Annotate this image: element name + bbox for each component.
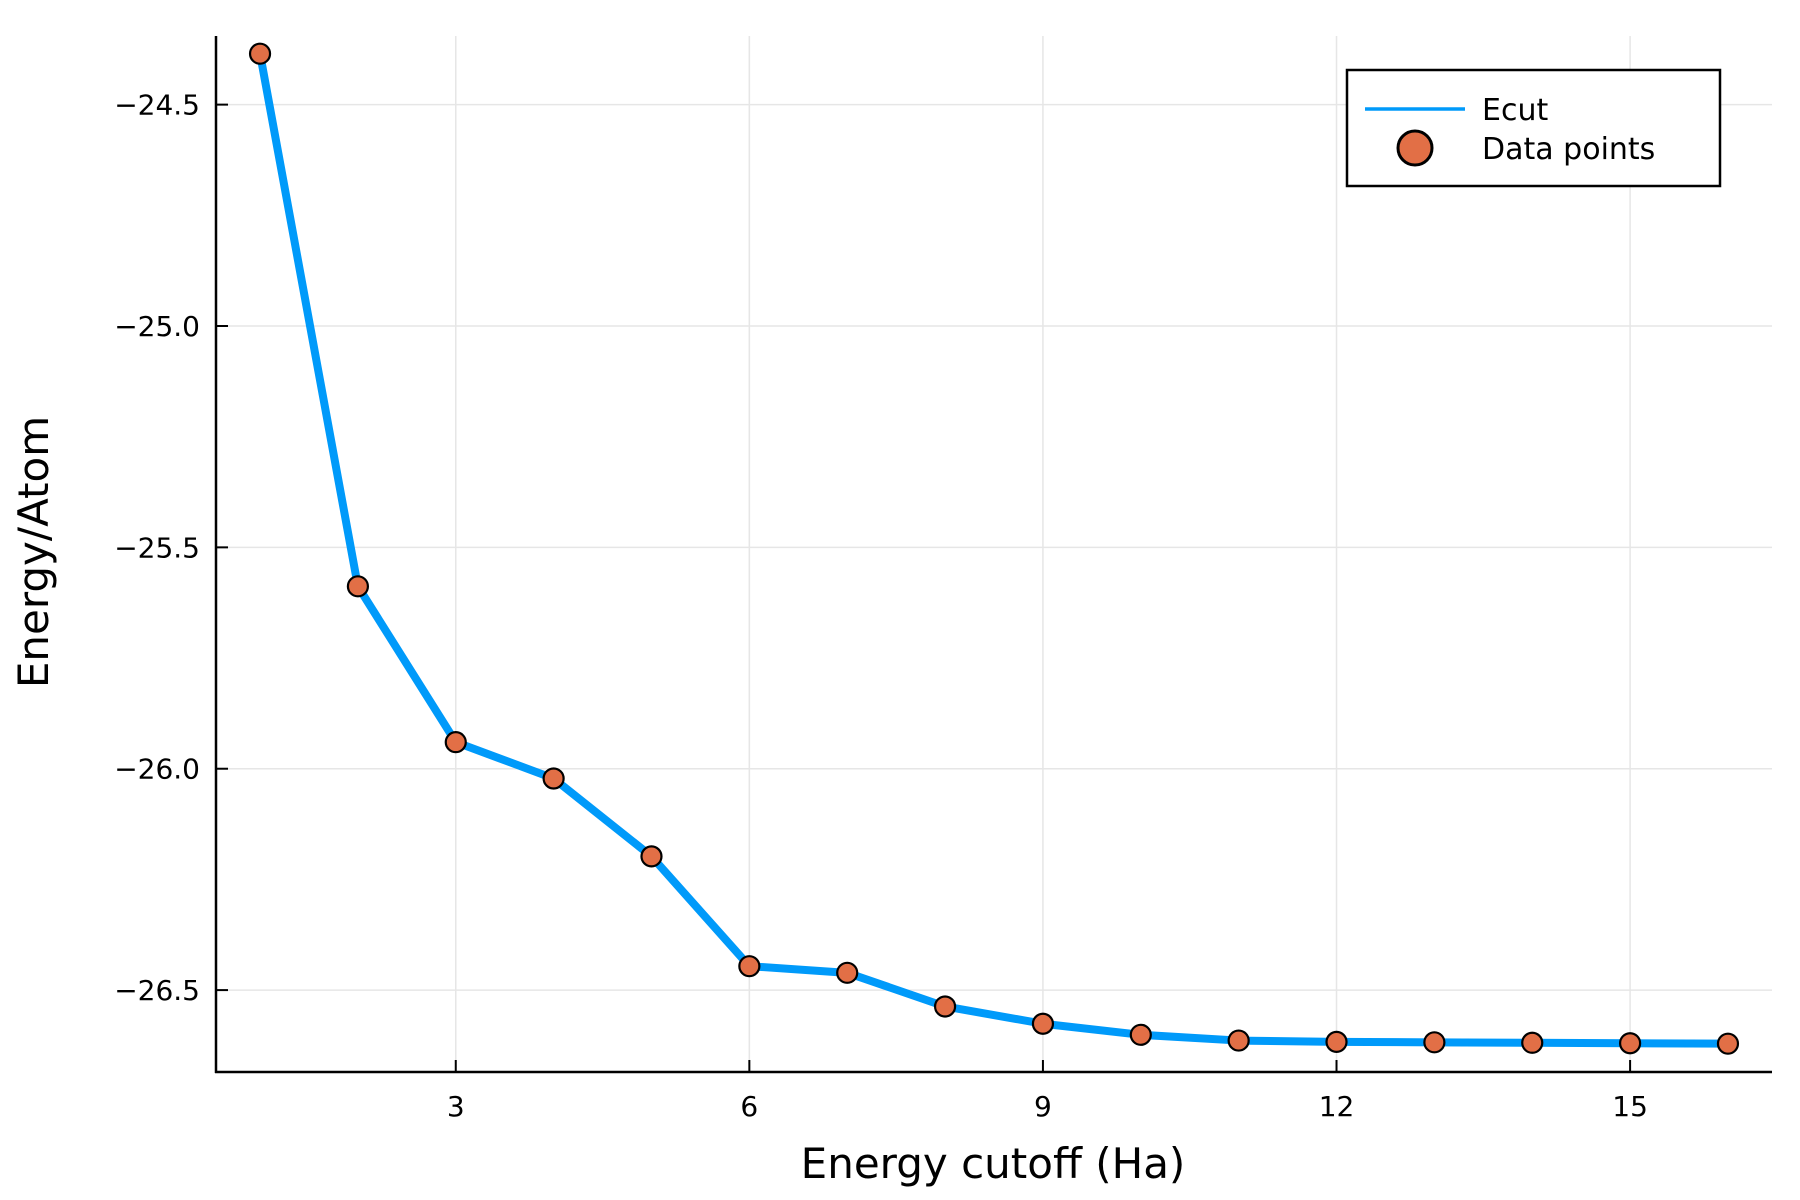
data-point-1 bbox=[346, 575, 369, 598]
data-point-3 bbox=[542, 767, 565, 790]
data-point-5 bbox=[738, 955, 761, 978]
legend-label-data-points: Data points bbox=[1482, 132, 1655, 167]
data-point-8 bbox=[1031, 1012, 1055, 1035]
data-point-15 bbox=[1716, 1032, 1740, 1055]
y-axis-title: Energy/Atom bbox=[9, 416, 58, 688]
y-tick-label-4: −26.5 bbox=[114, 974, 200, 1007]
data-point-6 bbox=[836, 961, 859, 984]
axes bbox=[214, 36, 1772, 1074]
data-point-13 bbox=[1521, 1031, 1544, 1054]
y-axis-ticks: −24.5 −25.0 −25.5 −26.0 −26.5 bbox=[114, 89, 228, 1007]
x-tick-label-0: 3 bbox=[447, 1090, 465, 1123]
y-tick-label-3: −26.0 bbox=[114, 753, 200, 786]
data-point-10 bbox=[1227, 1029, 1250, 1052]
y-tick-label-0: −24.5 bbox=[114, 89, 200, 122]
legend-label-ecut: Ecut bbox=[1482, 93, 1548, 128]
data-point-11 bbox=[1325, 1030, 1348, 1053]
data-point-7 bbox=[933, 995, 957, 1018]
x-tick-label-2: 9 bbox=[1034, 1090, 1052, 1123]
y-tick-label-2: −25.5 bbox=[114, 531, 200, 564]
legend-marker-swatch bbox=[1396, 129, 1434, 167]
x-tick-label-3: 12 bbox=[1319, 1090, 1355, 1123]
data-point-12 bbox=[1423, 1031, 1446, 1054]
data-point-2 bbox=[444, 731, 467, 754]
data-point-14 bbox=[1619, 1032, 1642, 1055]
y-tick-label-1: −25.0 bbox=[114, 310, 200, 343]
series-layer bbox=[248, 42, 1740, 1055]
x-tick-label-4: 15 bbox=[1612, 1090, 1648, 1123]
legend: Ecut Data points bbox=[1345, 68, 1722, 188]
grid bbox=[216, 36, 1772, 1072]
data-point-0 bbox=[248, 42, 272, 65]
x-axis-title: Energy cutoff (Ha) bbox=[801, 1139, 1186, 1188]
x-axis-ticks: 3 6 9 12 15 bbox=[447, 1060, 1648, 1123]
series-line-ecut bbox=[256, 52, 1728, 1048]
data-point-4 bbox=[640, 845, 663, 868]
data-point-9 bbox=[1129, 1023, 1152, 1046]
legend-box bbox=[1345, 68, 1722, 188]
x-tick-label-1: 6 bbox=[740, 1090, 758, 1123]
